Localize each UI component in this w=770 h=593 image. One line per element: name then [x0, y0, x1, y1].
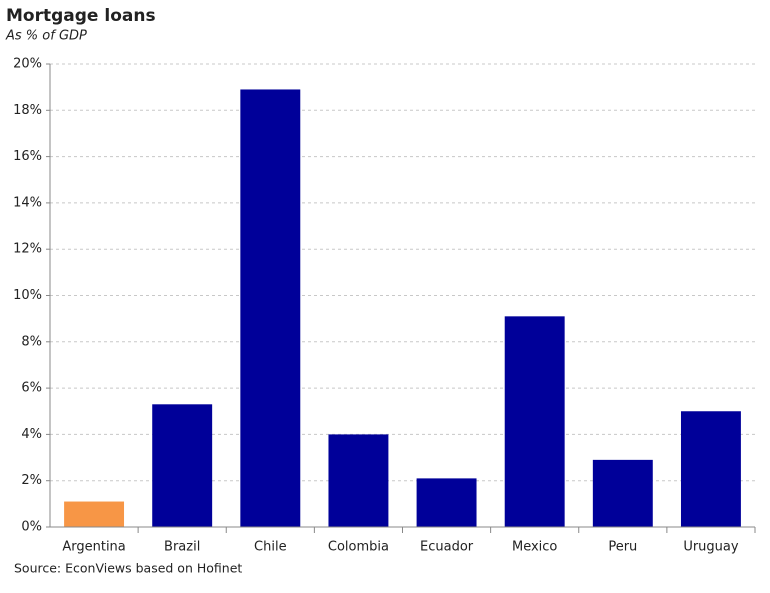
- bar: [592, 459, 653, 527]
- y-tick-label: 2%: [21, 473, 42, 488]
- y-tick-label: 18%: [13, 103, 42, 118]
- y-tick-label: 4%: [21, 427, 42, 442]
- y-tick-label: 20%: [13, 57, 42, 72]
- chart-subtitle: As % of GDP: [5, 29, 87, 44]
- y-tick-label: 16%: [13, 149, 42, 164]
- bar: [152, 404, 213, 527]
- x-tick-label: Colombia: [328, 540, 389, 555]
- bar: [416, 478, 477, 527]
- y-tick-label: 12%: [13, 242, 42, 257]
- bar: [64, 501, 125, 527]
- x-tick-label: Ecuador: [420, 540, 474, 555]
- x-tick-label: Brazil: [164, 540, 200, 555]
- x-tick-label: Peru: [608, 540, 637, 555]
- bar: [240, 89, 301, 527]
- bar: [680, 411, 741, 527]
- x-tick-label: Chile: [254, 540, 287, 555]
- source-note: Source: EconViews based on Hofinet: [14, 561, 242, 576]
- x-tick-label: Mexico: [512, 540, 557, 555]
- chart-title: Mortgage loans: [6, 6, 156, 26]
- y-tick-label: 0%: [21, 520, 42, 535]
- bar: [328, 434, 389, 527]
- x-tick-label: Uruguay: [683, 540, 739, 555]
- y-tick-label: 10%: [13, 288, 42, 303]
- bar: [504, 316, 565, 527]
- y-tick-label: 8%: [21, 334, 42, 349]
- y-tick-label: 6%: [21, 381, 42, 396]
- x-tick-label: Argentina: [62, 540, 125, 555]
- y-tick-label: 14%: [13, 195, 42, 210]
